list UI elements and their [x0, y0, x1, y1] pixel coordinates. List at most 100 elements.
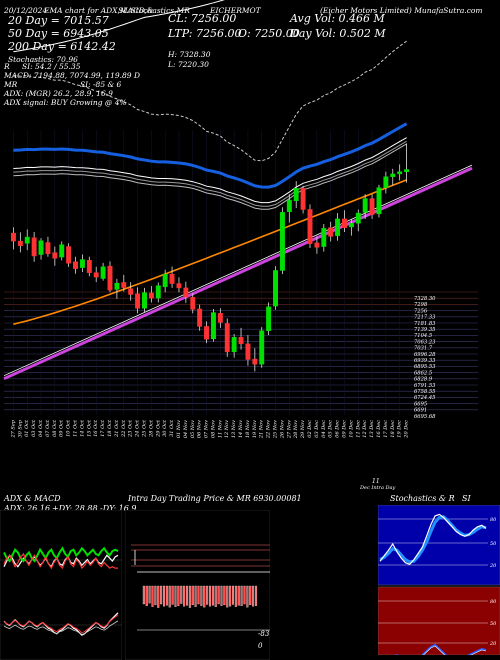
date-tick: 06 Dec: [335, 420, 341, 438]
intra-bar: [148, 585, 151, 604]
high-price: H: 7328.30: [168, 50, 211, 59]
adx-panel-title: ADX & MACD: [4, 494, 61, 503]
date-tick: 12 Nov: [224, 420, 230, 438]
intraday-panel: [125, 510, 270, 660]
date-tick: 31 Oct: [169, 419, 175, 437]
date-tick: 29 Oct: [155, 419, 161, 438]
stoch-panel-title-2: SI: [462, 494, 471, 503]
intra-bar: [220, 585, 223, 606]
candle-body: [66, 246, 72, 264]
price-tick: 7063.23: [414, 339, 436, 345]
candle-body: [397, 171, 403, 175]
intra-bar: [160, 585, 163, 605]
candle-body: [355, 212, 361, 224]
intra-bar: [211, 585, 214, 606]
candle-body: [107, 265, 113, 291]
ema50-band-line: [13, 137, 407, 204]
price-tick: 6939.33: [414, 358, 436, 364]
date-tick: 22 Oct: [121, 419, 127, 438]
main-price-chart: 7328.30729872567217.337181.837139.357104…: [3, 0, 478, 439]
date-tick: 21 Oct: [114, 419, 120, 438]
candle-body: [79, 259, 85, 268]
price-tick: 6862.5: [414, 370, 432, 376]
price-tick: 7217.33: [414, 315, 436, 321]
date-tick: 16 Dec: [376, 420, 382, 438]
mr-low-label: -83: [258, 630, 270, 638]
price-tick: 7328.30: [414, 296, 436, 302]
date-tick: 22 Nov: [266, 420, 272, 439]
candle-body: [31, 237, 37, 257]
avg-volume: Avg Vol: 0.466 M: [290, 12, 385, 25]
rsi-level-label: 80: [490, 599, 497, 605]
candle-body: [24, 236, 30, 244]
date-tick: 20 Dec: [404, 420, 410, 439]
date-tick: 11 Nov: [217, 420, 223, 438]
date-tick: 14 Oct: [79, 419, 85, 437]
rsi-panel-bg: [378, 586, 500, 655]
macd-signal-line: [3, 614, 119, 634]
candle-body: [342, 218, 347, 228]
candle-body: [300, 188, 306, 210]
intra-bar: [145, 585, 148, 606]
date-tick: 30 Sep: [17, 419, 23, 437]
macd-values: MACD: 7194.88, 7074.99, 119.89 D: [4, 71, 140, 80]
intra-panel-bg: [125, 510, 270, 660]
date-tick: 08 Oct: [52, 419, 58, 437]
intra-bar: [177, 585, 180, 606]
intra-bar: [229, 585, 232, 607]
candle-body: [86, 260, 92, 273]
day-volume: Day Vol: 0.502 M: [290, 27, 386, 40]
intra-bar: [252, 585, 255, 607]
date-tick: 07 Oct: [45, 419, 51, 437]
candle-body: [362, 198, 368, 213]
candle-body: [369, 198, 375, 215]
date-tick: 25 Oct: [141, 419, 147, 438]
date-tick: 05 Dec: [328, 420, 334, 438]
header-date: 20/12/2024: [4, 6, 48, 15]
ema20-dotted-line: [13, 40, 407, 162]
adx-panel-bg: [0, 510, 122, 660]
candle-body: [45, 242, 51, 255]
date-tick: 27 Sep: [10, 419, 16, 438]
candle-body: [169, 273, 175, 284]
date-tick: 08 Nov: [210, 420, 216, 438]
date-tick: 18 Nov: [245, 420, 251, 438]
intra-bar: [234, 585, 237, 607]
candle-body: [307, 209, 313, 244]
intra-bar: [174, 585, 177, 607]
candle-body: [321, 228, 327, 247]
candle-body: [190, 297, 196, 310]
intra-bar: [226, 585, 229, 608]
date-tick: 10 Dec: [348, 420, 354, 438]
candle-body: [273, 270, 278, 307]
date-tick: 03 Oct: [31, 419, 37, 437]
candle-body: [155, 285, 161, 299]
minus-dy-value: -DY: 16.9: [100, 504, 137, 513]
intra-bar: [203, 585, 206, 608]
candle-body: [148, 292, 154, 299]
adx-value: ADX: 26.16: [4, 504, 51, 513]
date-tick: 13 Dec: [369, 420, 375, 438]
candle-body: [348, 223, 354, 228]
candle-body: [328, 227, 334, 237]
date-tick: 16 Oct: [93, 419, 99, 437]
intra-bar: [168, 585, 171, 608]
rsi-line-edge: [423, 645, 487, 655]
candles: [10, 143, 410, 372]
date-tick: 09 Dec: [341, 420, 347, 438]
date-tick: 17 Dec: [383, 420, 389, 438]
price-tick: 6695: [414, 401, 427, 407]
ema-bands: [3, 0, 473, 381]
adx-signal: ADX signal: BUY Growing @ 4%: [4, 98, 127, 107]
candle-body: [286, 199, 292, 212]
intra-bar: [171, 585, 174, 605]
intra-bar: [183, 585, 186, 607]
candle-body: [176, 283, 182, 289]
intra-bar: [214, 585, 217, 607]
rsi-level-label: 50: [490, 621, 497, 627]
date-tick: 12 Dec: [362, 420, 368, 438]
intra-bar: [237, 585, 240, 606]
date-tick: 04 Nov: [183, 420, 189, 438]
candle-body: [259, 330, 265, 365]
support-band: [3, 166, 473, 381]
